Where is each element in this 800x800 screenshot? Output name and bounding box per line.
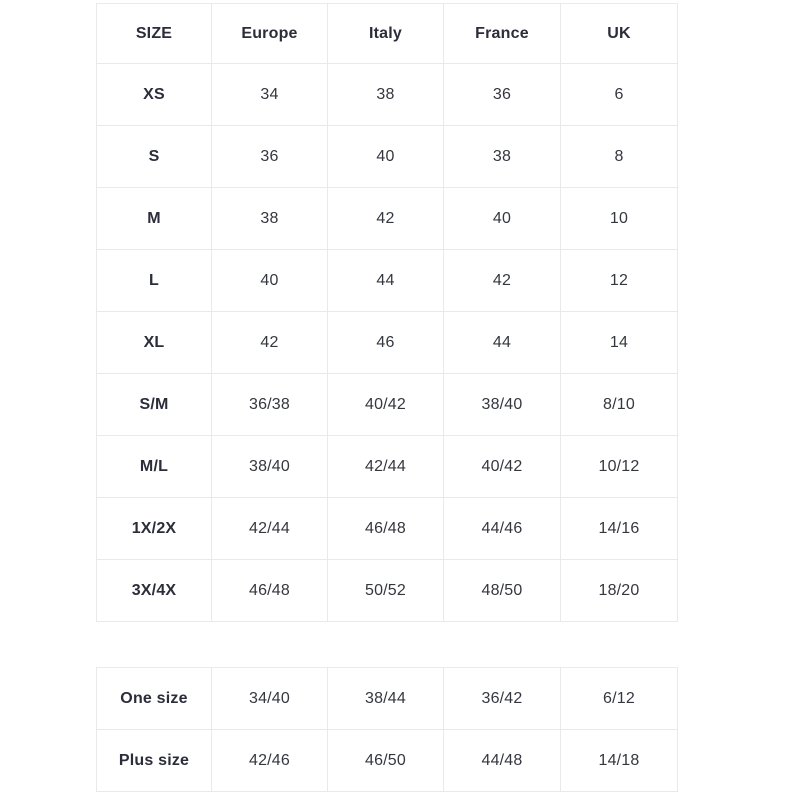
cell-l-france: 42 [443,249,561,312]
one-size-plus-size-table-body: One size 34/40 38/44 36/42 6/12 [96,667,678,792]
cell-s-france: 38 [443,125,561,188]
cell-l-uk: 12 [560,249,678,312]
row-label-xl: XL [96,311,212,374]
table-row: Plus size 42/46 46/50 44/48 14/18 [96,729,678,792]
cell-one-size-italy: 38/44 [327,667,444,730]
column-header-uk: UK [560,3,678,64]
row-label-1x-2x: 1X/2X [96,497,212,560]
cell-s-europe: 36 [211,125,328,188]
table-row: 3X/4X 46/48 50/52 48/50 18/20 [96,559,678,622]
cell-xs-uk: 6 [560,63,678,126]
row-label-s-m: S/M [96,373,212,436]
standard-size-table-container: SIZE Europe Italy France UK [96,3,678,622]
cell-m-italy: 42 [327,187,444,250]
row-label-m: M [96,187,212,250]
cell-l-europe: 40 [211,249,328,312]
cell-xl-italy: 46 [327,311,444,374]
row-label-xs: XS [96,63,212,126]
row-label-3x-4x: 3X/4X [96,559,212,622]
standard-size-table-head: SIZE Europe Italy France UK [96,3,678,64]
table-row: 1X/2X 42/44 46/48 44/46 14/16 [96,497,678,560]
column-header-italy-label: Italy [368,24,402,42]
cell-plus-size-france: 44/48 [443,729,561,792]
table-row: S/M 36/38 40/42 38/40 8/10 [96,373,678,436]
cell-1x-2x-europe: 42/44 [211,497,328,560]
cell-3x-4x-uk: 18/20 [560,559,678,622]
table-row: M/L 38/40 42/44 40/42 10/12 [96,435,678,498]
column-header-uk-label: UK [607,24,631,42]
cell-3x-4x-europe: 46/48 [211,559,328,622]
table-row: XL 42 46 44 14 [96,311,678,374]
cell-m-uk: 10 [560,187,678,250]
cell-xl-europe: 42 [211,311,328,374]
standard-size-table-body: XS 34 38 36 6 [96,63,678,622]
row-label-l: L [96,249,212,312]
column-header-europe-label: Europe [241,24,298,42]
cell-1x-2x-uk: 14/16 [560,497,678,560]
cell-l-italy: 44 [327,249,444,312]
row-label-m-l: M/L [96,435,212,498]
one-size-plus-size-table-container: One size 34/40 38/44 36/42 6/12 [96,667,678,792]
cell-one-size-uk: 6/12 [560,667,678,730]
cell-s-italy: 40 [327,125,444,188]
table-row: M 38 42 40 10 [96,187,678,250]
cell-s-m-france: 38/40 [443,373,561,436]
column-header-size-label: SIZE [135,24,173,42]
cell-m-france: 40 [443,187,561,250]
cell-s-uk: 8 [560,125,678,188]
table-row: L 40 44 42 12 [96,249,678,312]
column-header-france-label: France [475,24,529,42]
row-label-s: S [96,125,212,188]
column-header-size: SIZE [96,3,212,64]
cell-xl-france: 44 [443,311,561,374]
cell-3x-4x-italy: 50/52 [327,559,444,622]
cell-3x-4x-france: 48/50 [443,559,561,622]
cell-m-l-france: 40/42 [443,435,561,498]
cell-plus-size-italy: 46/50 [327,729,444,792]
column-header-france: France [443,3,561,64]
row-label-one-size: One size [96,667,212,730]
cell-s-m-europe: 36/38 [211,373,328,436]
table-row: One size 34/40 38/44 36/42 6/12 [96,667,678,730]
cell-m-l-italy: 42/44 [327,435,444,498]
cell-one-size-europe: 34/40 [211,667,328,730]
cell-m-l-uk: 10/12 [560,435,678,498]
cell-m-l-europe: 38/40 [211,435,328,498]
cell-plus-size-europe: 42/46 [211,729,328,792]
table-header-row: SIZE Europe Italy France UK [96,3,678,64]
cell-xs-france: 36 [443,63,561,126]
cell-plus-size-uk: 14/18 [560,729,678,792]
cell-1x-2x-france: 44/46 [443,497,561,560]
table-row: XS 34 38 36 6 [96,63,678,126]
column-header-europe: Europe [211,3,328,64]
cell-one-size-france: 36/42 [443,667,561,730]
cell-1x-2x-italy: 46/48 [327,497,444,560]
one-size-plus-size-table: One size 34/40 38/44 36/42 6/12 [96,667,678,792]
cell-xs-europe: 34 [211,63,328,126]
cell-m-europe: 38 [211,187,328,250]
cell-xs-italy: 38 [327,63,444,126]
row-label-plus-size: Plus size [96,729,212,792]
cell-xl-uk: 14 [560,311,678,374]
standard-size-table: SIZE Europe Italy France UK [96,3,678,622]
cell-s-m-uk: 8/10 [560,373,678,436]
column-header-italy: Italy [327,3,444,64]
table-row: S 36 40 38 8 [96,125,678,188]
cell-s-m-italy: 40/42 [327,373,444,436]
